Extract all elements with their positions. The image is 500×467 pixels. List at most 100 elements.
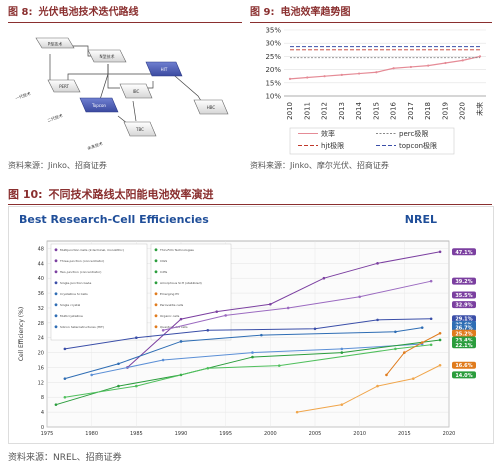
fig10-badge-label: 14.0%	[455, 373, 472, 379]
fig10-ytick-label: 24	[38, 336, 44, 342]
fig10-badge	[452, 301, 476, 309]
fig9-xtick-label: 2018	[424, 102, 432, 120]
fig9-point	[288, 77, 292, 80]
fig9-xtick-label: 2011	[303, 102, 311, 120]
fig10-xtick-label: 1980	[85, 431, 98, 437]
fig9-point	[375, 71, 378, 74]
fig10-legend-label: Amorphous Si:H (stabilized)	[160, 281, 202, 285]
fig10-trend-point	[438, 331, 442, 335]
fig10-trend-point	[403, 351, 406, 354]
fig10-badge-label: 35.5%	[455, 293, 472, 299]
fig10-badge-label: 47.1%	[455, 250, 472, 256]
fig8-node-label: PERT	[59, 84, 69, 89]
fig10-trend-point	[313, 327, 317, 331]
fig9-xtick-label: 2020	[459, 102, 467, 120]
fig8-svg: P型技术 N型技术 PERT HIT Topcon IBC HBC TBC	[14, 37, 229, 151]
fig10-legend-marker	[154, 325, 158, 329]
fig10-trend-point	[179, 340, 183, 343]
fig9-legend-box	[289, 127, 455, 155]
fig10-trend-point	[322, 276, 326, 280]
fig9-ytick-label: 20%	[265, 66, 281, 74]
fig9-xtick-label: 未来	[475, 102, 484, 116]
fig10-xtick-label: 1990	[175, 431, 188, 437]
fig10-trend-point	[429, 279, 433, 283]
fig10-legend-marker	[154, 281, 158, 285]
fig10-ytick-label: 4	[41, 410, 44, 416]
fig10-caption: 图 10: 不同技术路线太阳能电池效率演进	[8, 188, 492, 205]
fig8-source: 资料来源：Jinko、招商证券	[8, 161, 107, 170]
fig10-trend-line	[64, 344, 432, 398]
fig10-trend-point	[215, 310, 219, 313]
fig10-trend-point	[277, 364, 281, 367]
fig9-ytick-label: 10%	[265, 93, 281, 101]
fig10-legend-label: Multijunction Cells (2-terminal, monolit…	[60, 248, 124, 252]
fig10-ytick-label: 8	[41, 395, 44, 401]
fig10-xtick-label: 2020	[443, 431, 456, 437]
fig9-caption: 图 9: 电池效率趋势图	[250, 6, 492, 23]
fig9-ytick-label: 15%	[265, 79, 281, 87]
fig10-legend-label: Organic cells	[160, 314, 180, 318]
fig8-node-hit: HIT	[145, 61, 183, 77]
fig10-trend-point	[251, 355, 254, 359]
fig9-legend-label: topcon极限	[399, 141, 437, 150]
fig10-trend-point	[251, 351, 254, 354]
fig10-legend-marker	[54, 248, 58, 252]
fig10-badge	[452, 361, 476, 369]
fig8-connectors	[49, 45, 204, 125]
fig10-trend-point	[286, 306, 290, 310]
fig9-point	[340, 73, 343, 76]
fig10-trend-point	[340, 351, 344, 354]
fig10-xtick-label: 2010	[353, 431, 366, 437]
fig10-trend-point	[376, 318, 379, 322]
fig10-legend-label: Three-junction (concentrator)	[59, 259, 104, 263]
fig10-legend-label: CdTe	[160, 270, 167, 274]
fig10-trend-point	[117, 384, 120, 388]
fig9-legend-label: 效率	[321, 129, 335, 138]
fig10-trend-point	[206, 328, 210, 332]
fig8-node-label: TBC	[135, 127, 144, 132]
fig9-source: 资料来源：Jinko、摩尔光伏、招商证券	[250, 161, 389, 170]
fig10-legend-marker	[54, 270, 58, 274]
fig10-badge	[452, 291, 476, 299]
fig10-legend-marker	[154, 303, 158, 307]
fig10-legend-marker	[54, 281, 58, 285]
fig9-xtick-label: 2012	[321, 102, 329, 120]
fig8-side-label: 一代技术	[14, 90, 31, 101]
fig9-xtick-label: 2014	[355, 101, 363, 119]
fig10-legend-label: CIGS	[160, 259, 167, 263]
fig10-ytick-label: 44	[38, 261, 44, 267]
fig10-legend-marker	[54, 303, 58, 307]
fig10-trend-point	[340, 347, 344, 351]
fig10-ytick-label: 20	[38, 351, 44, 357]
fig10-ytick-label: 36	[38, 291, 44, 297]
fig8-node-hbc: HBC	[193, 99, 229, 115]
fig10-trend-point	[295, 410, 299, 414]
fig9-caption-num: 图 9:	[250, 7, 275, 18]
fig8-node-ibc: IBC	[119, 83, 153, 99]
fig9-xtick-label: 2019	[441, 102, 449, 120]
fig10-trend-point	[438, 338, 442, 342]
fig8-caption: 图 8: 光伏电池技术迭代路线	[8, 6, 242, 23]
fig9-point	[323, 75, 326, 78]
fig10-legend-label: Emerging PV	[160, 292, 180, 296]
fig10-trend-point	[260, 333, 263, 337]
fig9-point	[357, 72, 361, 75]
fig9-legend-label: perc极限	[399, 129, 428, 138]
fig10-trend-line	[386, 332, 441, 376]
fig10-trend-point	[206, 366, 210, 370]
fig10-badge	[452, 324, 476, 332]
fig10-legend-marker	[54, 314, 58, 318]
fig10-xtick-label: 1985	[130, 431, 143, 437]
fig9-xtick-label: 2010	[286, 102, 294, 120]
fig10-ytick-label: 16	[38, 365, 44, 371]
fig9-xtick-label: 2016	[390, 101, 398, 119]
fig9-xtick-label: 2017	[407, 102, 415, 120]
fig10-trend-point	[90, 373, 93, 377]
fig10-source: 资料来源：NREL、招商证券	[8, 453, 122, 463]
fig9-svg: 10% 15% 20% 25% 30% 35% 2010 2011 2012 2013 2014 20…	[265, 27, 486, 155]
fig9-legend-label: hjt极限	[321, 141, 344, 150]
fig8-caption-text: 光伏电池技术迭代路线	[38, 7, 139, 18]
fig10-trend-point	[269, 302, 272, 306]
fig10-trend-point	[63, 377, 67, 380]
fig10-trend-point	[117, 362, 120, 366]
